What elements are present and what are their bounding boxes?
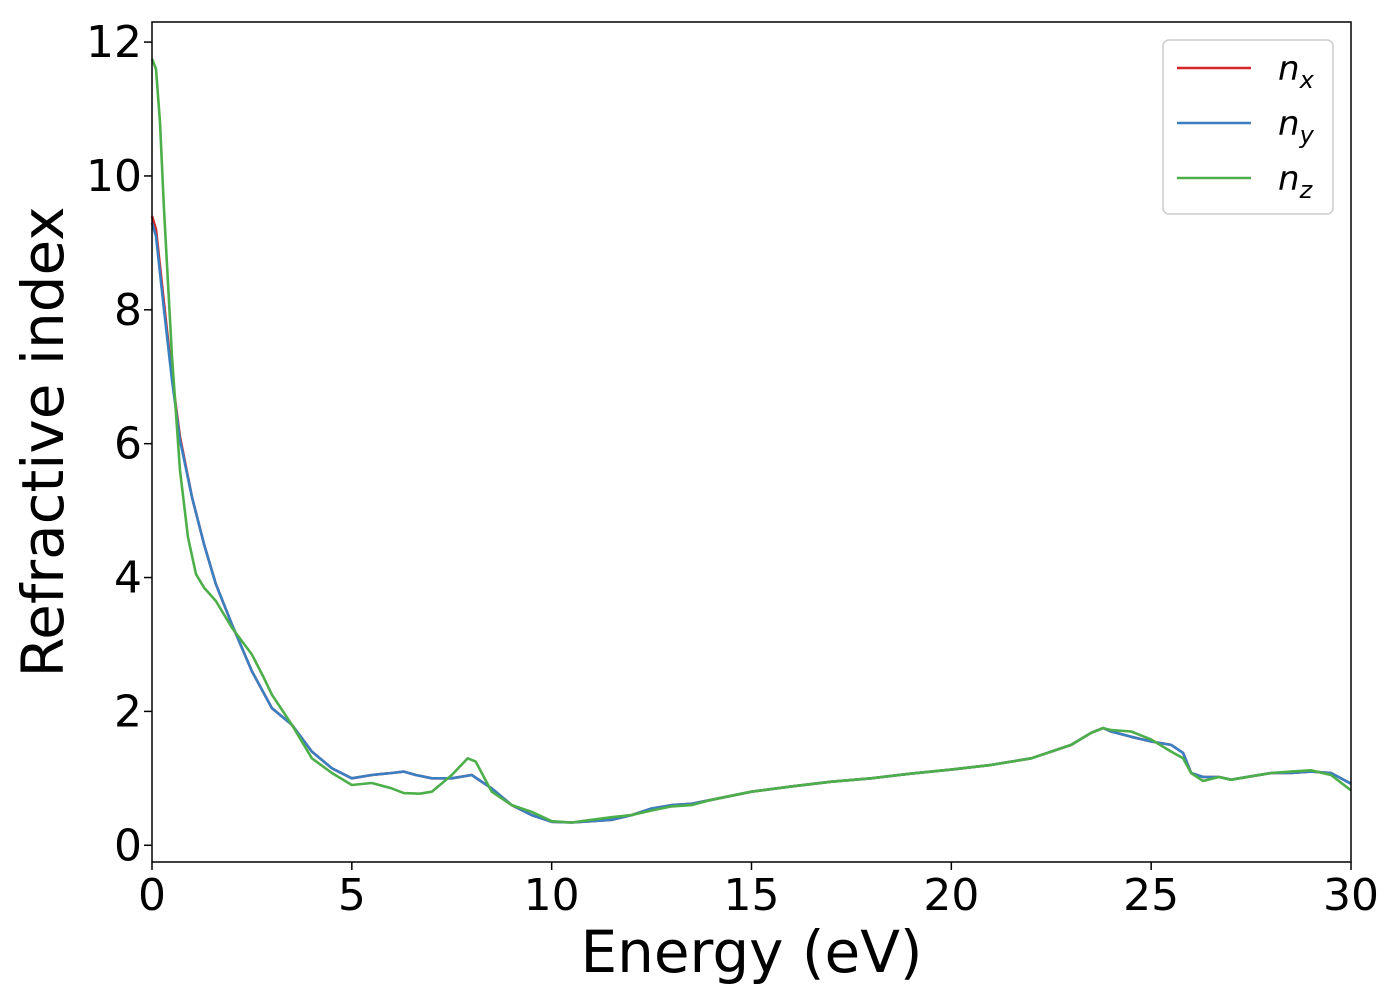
x-axis-title: Energy (eV) — [580, 918, 922, 986]
y-axis: 0 2 4 6 8 10 12 — [86, 17, 152, 871]
legend-label-y: ny — [1278, 104, 1315, 149]
y-tick-label: 2 — [114, 686, 142, 737]
y-tick-label: 12 — [86, 17, 142, 68]
x-tick-label: 20 — [923, 870, 979, 921]
plot-series — [150, 58, 1352, 824]
y-tick-label: 6 — [114, 419, 142, 470]
legend: nx ny nz — [1162, 39, 1334, 215]
x-tick-label: 0 — [138, 870, 166, 921]
x-tick-label: 15 — [724, 870, 780, 921]
legend-label-z: nz — [1278, 159, 1314, 204]
x-tick-label: 30 — [1323, 870, 1379, 921]
series-line-z — [150, 58, 1352, 824]
legend-box — [1162, 39, 1334, 215]
y-tick-label: 10 — [86, 151, 142, 202]
plot-frame — [151, 21, 1352, 863]
x-tick-label: 5 — [338, 870, 366, 921]
y-axis-title: Refractive index — [9, 206, 77, 677]
y-tick-label: 4 — [114, 553, 142, 604]
x-tick-label: 25 — [1123, 870, 1179, 921]
x-tick-label: 10 — [524, 870, 580, 921]
y-tick-label: 8 — [114, 285, 142, 336]
x-axis: 0 5 10 15 20 25 30 — [138, 862, 1379, 921]
legend-label-x: nx — [1278, 49, 1315, 94]
y-tick-label: 0 — [114, 820, 142, 871]
